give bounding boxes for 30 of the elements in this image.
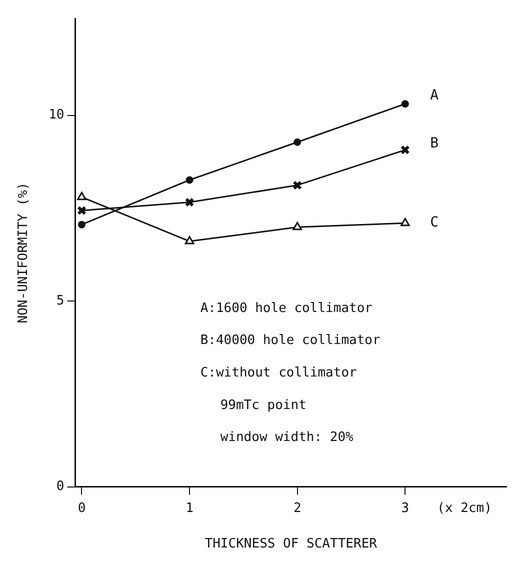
- point: [400, 145, 410, 155]
- y-tick-label: 10: [48, 108, 64, 123]
- series-label: C: [430, 214, 439, 231]
- series-label: A: [430, 88, 440, 104]
- point: [292, 180, 302, 190]
- point: [77, 192, 86, 200]
- x-tick-label: 1: [186, 500, 194, 516]
- point: [77, 206, 86, 216]
- x-tick-label: 0: [78, 500, 86, 516]
- x-axis-title: THICKNESS OF SCATTERER: [204, 536, 378, 552]
- x-tick-label: 2: [293, 500, 302, 516]
- point: [184, 236, 194, 244]
- y-tick-label: 5: [56, 293, 64, 308]
- annotation: A:1600 hole collimator: [200, 300, 373, 316]
- y-axis-title: NON-UNIFORMITY (%): [16, 182, 32, 324]
- y-tick-label: 0: [56, 479, 64, 494]
- point: [294, 138, 302, 146]
- annotation: window width: 20%: [220, 430, 354, 446]
- annotation: 99mTc point: [220, 398, 306, 413]
- x-tick-label: 3: [401, 500, 410, 516]
- annotation: C:without collimator: [200, 366, 358, 381]
- annotation: B:40000 hole collimator: [200, 333, 380, 348]
- point: [186, 176, 194, 184]
- text: (x 2cm): [437, 501, 492, 516]
- point: [292, 222, 302, 230]
- point: [400, 218, 410, 226]
- point: [78, 220, 86, 228]
- point: [184, 198, 194, 207]
- series-label: B: [430, 136, 439, 152]
- point: [401, 100, 409, 108]
